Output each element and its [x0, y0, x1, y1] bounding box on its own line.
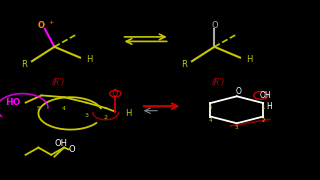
Text: 3: 3 [235, 125, 238, 130]
Text: 5: 5 [36, 105, 40, 111]
Text: O: O [211, 21, 218, 30]
Text: O: O [112, 89, 118, 98]
Text: O: O [236, 87, 241, 96]
Text: O: O [69, 145, 75, 154]
Text: H: H [246, 55, 253, 64]
Text: 4: 4 [209, 118, 212, 123]
Text: OH: OH [54, 139, 67, 148]
Text: 3: 3 [84, 113, 88, 118]
Text: 5: 5 [209, 105, 212, 109]
Text: H: H [86, 55, 93, 64]
Text: H: H [125, 109, 131, 118]
Text: 2: 2 [261, 118, 265, 123]
Text: (R'): (R') [51, 78, 64, 87]
Text: R: R [21, 60, 27, 69]
Text: O: O [38, 21, 45, 30]
Text: H: H [266, 102, 272, 111]
Text: R: R [181, 60, 187, 69]
Text: 1: 1 [261, 105, 265, 109]
Text: 4: 4 [62, 106, 66, 111]
Text: 2: 2 [104, 115, 108, 120]
Text: (R'): (R') [211, 78, 224, 87]
Text: HO: HO [5, 98, 20, 107]
Text: +: + [49, 20, 54, 25]
Text: OH: OH [260, 91, 271, 100]
